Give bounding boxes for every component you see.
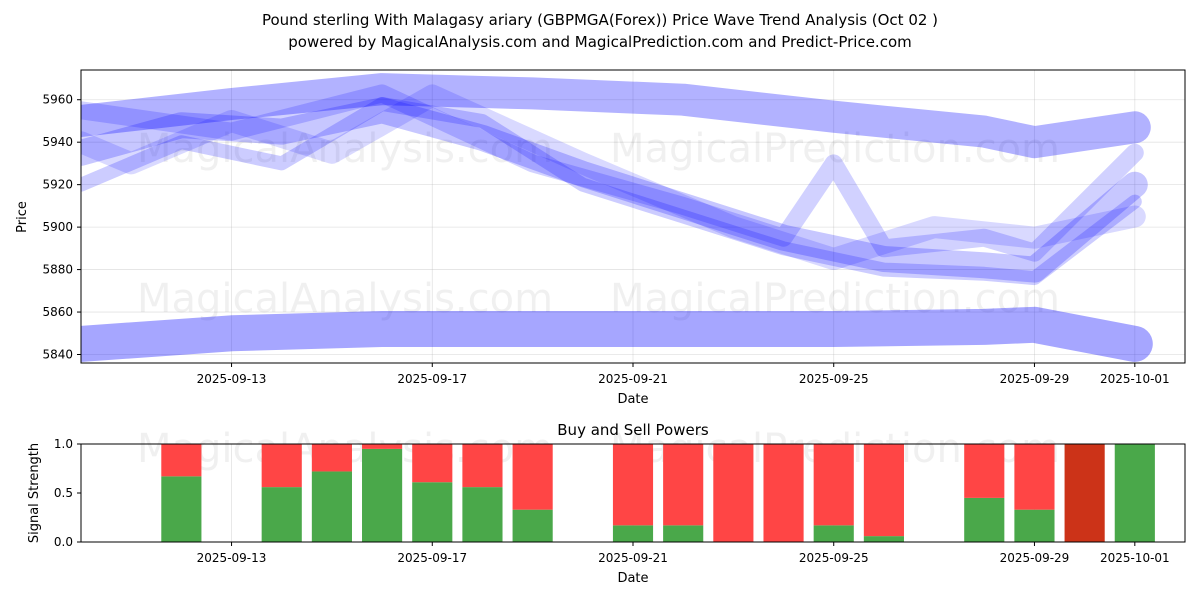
- sell-bar: [161, 444, 202, 477]
- price-x-tick-label: 2025-09-25: [799, 372, 869, 386]
- price-wave-line: [81, 97, 1148, 283]
- buy-bar: [1014, 509, 1055, 542]
- price-wave-line: [81, 97, 1142, 286]
- price-wave-line: [81, 84, 1146, 270]
- buy-bar: [412, 482, 453, 542]
- signal-x-ticks: 2025-09-13 2025-09-17 2025-09-21 2025-09-25…: [197, 542, 1170, 565]
- sell-bar: [663, 444, 704, 526]
- price-y-tick-label: 5920: [42, 178, 73, 192]
- price-watermarks: MagicalAnalysis.com MagicalPrediction.co…: [137, 126, 1060, 322]
- signal-plot: Buy and Sell Powers MagicalAnalysis.com …: [27, 421, 1186, 586]
- buy-bar: [362, 448, 403, 542]
- sell-bar: [763, 444, 804, 542]
- buy-bar: [161, 476, 202, 542]
- buy-bar: [612, 525, 654, 542]
- price-x-tick-label: 2025-10-01: [1100, 372, 1170, 386]
- sell-bar: [713, 444, 754, 542]
- signal-y-tick-label: 1.0: [54, 437, 73, 451]
- price-x-axis-label: Date: [617, 392, 648, 407]
- price-x-tick-label: 2025-09-29: [1000, 372, 1070, 386]
- price-y-tick-label: 5900: [42, 220, 73, 234]
- signal-y-tick-label: 0.0: [54, 535, 73, 549]
- sell-bar: [462, 444, 503, 488]
- signal-title: Buy and Sell Powers: [557, 421, 709, 439]
- sell-bar: [1014, 444, 1055, 510]
- signal-x-tick-label: 2025-09-13: [197, 551, 267, 565]
- sell-bar: [362, 444, 403, 449]
- price-y-tick-label: 5960: [42, 93, 73, 107]
- buy-bar: [863, 536, 904, 542]
- buy-bar: [311, 471, 352, 542]
- price-x-tick-label: 2025-09-17: [397, 372, 467, 386]
- signal-bars: [161, 444, 1155, 542]
- price-y-tick-label: 5840: [42, 348, 73, 362]
- sell-bar: [1064, 444, 1105, 542]
- price-wave-line: [81, 84, 1144, 262]
- signal-x-axis-label: Date: [617, 571, 648, 586]
- watermark-analysis: MagicalAnalysis.com: [137, 126, 553, 172]
- buy-bar: [512, 509, 553, 542]
- signal-y-tick-label: 0.5: [54, 486, 73, 500]
- buy-bar: [813, 525, 854, 542]
- signal-x-tick-label: 2025-10-01: [1100, 551, 1170, 565]
- sell-bar: [311, 444, 352, 472]
- price-plot: MagicalAnalysis.com MagicalPrediction.co…: [15, 69, 1186, 407]
- buy-bar: [964, 497, 1005, 542]
- chart-title-line2: powered by MagicalAnalysis.com and Magic…: [288, 33, 912, 51]
- sell-bar: [512, 444, 553, 510]
- price-x-tick-label: 2025-09-13: [197, 372, 267, 386]
- sell-bar: [261, 444, 302, 488]
- price-y-ticks: 5840 5860 5880 5900 5920 5940 5960: [42, 93, 81, 362]
- price-wave-line: [81, 73, 1151, 159]
- watermark-prediction: MagicalPrediction.com: [610, 276, 1060, 322]
- price-x-ticks: 2025-09-13 2025-09-17 2025-09-21 2025-09-25…: [197, 363, 1170, 386]
- sell-bar: [612, 444, 654, 526]
- price-x-tick-label: 2025-09-21: [598, 372, 668, 386]
- watermark-prediction: MagicalPrediction.com: [610, 126, 1060, 172]
- signal-x-tick-label: 2025-09-29: [1000, 551, 1070, 565]
- signal-x-tick-label: 2025-09-25: [799, 551, 869, 565]
- buy-bar: [462, 487, 503, 542]
- signal-x-tick-label: 2025-09-21: [598, 551, 668, 565]
- watermark-analysis: MagicalAnalysis.com: [137, 276, 553, 322]
- signal-y-axis-label: Signal Strength: [27, 443, 42, 543]
- buy-bar: [1114, 444, 1155, 542]
- signal-x-tick-label: 2025-09-17: [397, 551, 467, 565]
- price-y-axis-label: Price: [15, 201, 30, 233]
- buy-bar: [663, 525, 704, 542]
- buy-bar: [261, 487, 302, 542]
- price-grid: [81, 70, 1185, 363]
- price-wave-line: [81, 306, 1153, 362]
- sell-bar: [964, 444, 1005, 498]
- price-y-tick-label: 5940: [42, 135, 73, 149]
- price-y-tick-label: 5860: [42, 305, 73, 319]
- signal-y-ticks: 0.0 0.5 1.0: [54, 437, 81, 549]
- chart-title-line1: Pound sterling With Malagasy ariary (GBP…: [262, 11, 938, 29]
- sell-bar: [863, 444, 904, 537]
- sell-bar: [813, 444, 854, 526]
- sell-bar: [412, 444, 453, 483]
- price-series: [81, 73, 1153, 362]
- price-y-tick-label: 5880: [42, 263, 73, 277]
